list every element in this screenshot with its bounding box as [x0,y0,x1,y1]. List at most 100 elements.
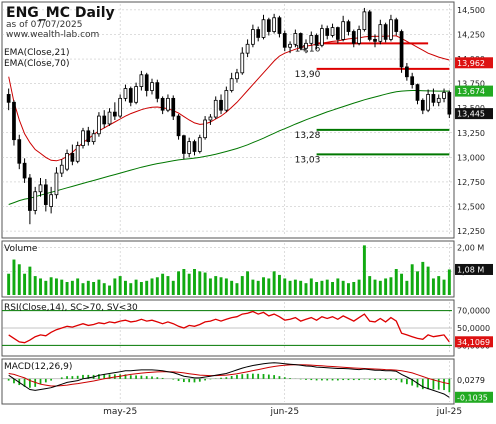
macd-layer [7,362,451,398]
volume-bar [362,245,366,295]
candle [192,139,197,156]
candle [12,100,16,146]
candle-body [436,97,441,103]
candle-body [442,92,446,99]
candle-body [17,139,22,164]
macd-pane-frame [1,358,455,405]
candle [373,34,377,48]
candle [43,178,48,212]
candle [219,94,223,115]
candle [399,29,404,73]
volume-bar [246,271,250,295]
volume-bar [416,271,419,295]
candle [394,17,399,36]
level-label: 14,16 [295,44,321,54]
volume-bar [12,259,16,295]
candle [229,72,234,93]
candle [367,9,372,42]
volume-bar [224,278,228,295]
candle-body [22,162,27,179]
candle [166,94,170,113]
rsi-y-tick-label: 70,0000 [457,307,490,316]
volume-bar [129,283,133,295]
volume-bar [28,266,32,295]
candle [171,95,176,120]
rsi-last-tag-label: 34,1069 [457,338,490,347]
candle-body [54,172,59,196]
candle [17,134,22,170]
candle [405,62,409,81]
candle-body [139,74,144,87]
price-tag: 13,445 [455,108,493,120]
volume-bar [155,277,159,295]
price-y-tick-label: 13,000 [457,153,485,162]
price-y-tick-label: 14,250 [457,30,485,39]
volume-bar [118,276,122,295]
candle [362,7,367,32]
volume-bar [54,278,58,295]
candle-body [107,111,112,125]
candle [314,33,319,50]
price-tag-label: 13,674 [457,87,485,96]
volume-bar [400,273,404,295]
volume-title: Volume [4,244,38,254]
candle [91,129,96,145]
candle [341,15,346,42]
volume-bar [214,276,218,295]
candle [251,24,255,48]
candle [75,141,80,164]
candle [235,68,239,83]
candle-body [235,72,239,80]
volume-bar [86,280,90,295]
price-tag-box [455,108,493,120]
volume-bar [309,278,313,295]
rsi-line [8,310,450,344]
candle-body [447,92,452,115]
candle-body [330,27,335,36]
candle [256,26,261,42]
volume-bar [251,279,255,295]
candle-body [325,28,330,36]
candle [346,19,351,36]
candle [293,29,298,48]
volume-last-tag-box [455,263,493,275]
candle-body [134,86,138,103]
candle [330,23,335,38]
candle-body [160,97,165,111]
candle [304,39,308,54]
volume-bar [299,280,303,295]
volume-bar [92,282,96,295]
price-y-tick-label: 14,500 [457,6,485,15]
candle [176,114,181,140]
candle [277,15,282,38]
volume-bar [182,269,186,295]
volume-bar [320,280,324,295]
candle-body [240,52,245,74]
volume-bar [97,279,101,295]
volume-bar [352,282,356,295]
candle-body [102,115,107,125]
volume-bar [113,278,117,295]
candle-body [97,115,101,135]
candle [447,90,452,119]
candle-body [399,31,404,68]
volume-bar [150,278,154,295]
candle-body [335,27,340,40]
candle-body [341,21,346,40]
volume-bar [124,280,127,295]
volume-bar [315,282,319,295]
candle [420,98,425,115]
candle-body [86,130,91,143]
volume-bar [39,278,42,295]
candle-body [282,33,287,48]
chart-title: ENG_MC Daily [6,5,115,21]
candle-body [320,28,324,46]
volume-bar [134,279,138,295]
x-axis-month-label: jul-25 [436,407,462,417]
volume-bar [272,271,276,295]
volume-bar [421,261,425,295]
candle [123,84,128,102]
candle [282,30,287,52]
